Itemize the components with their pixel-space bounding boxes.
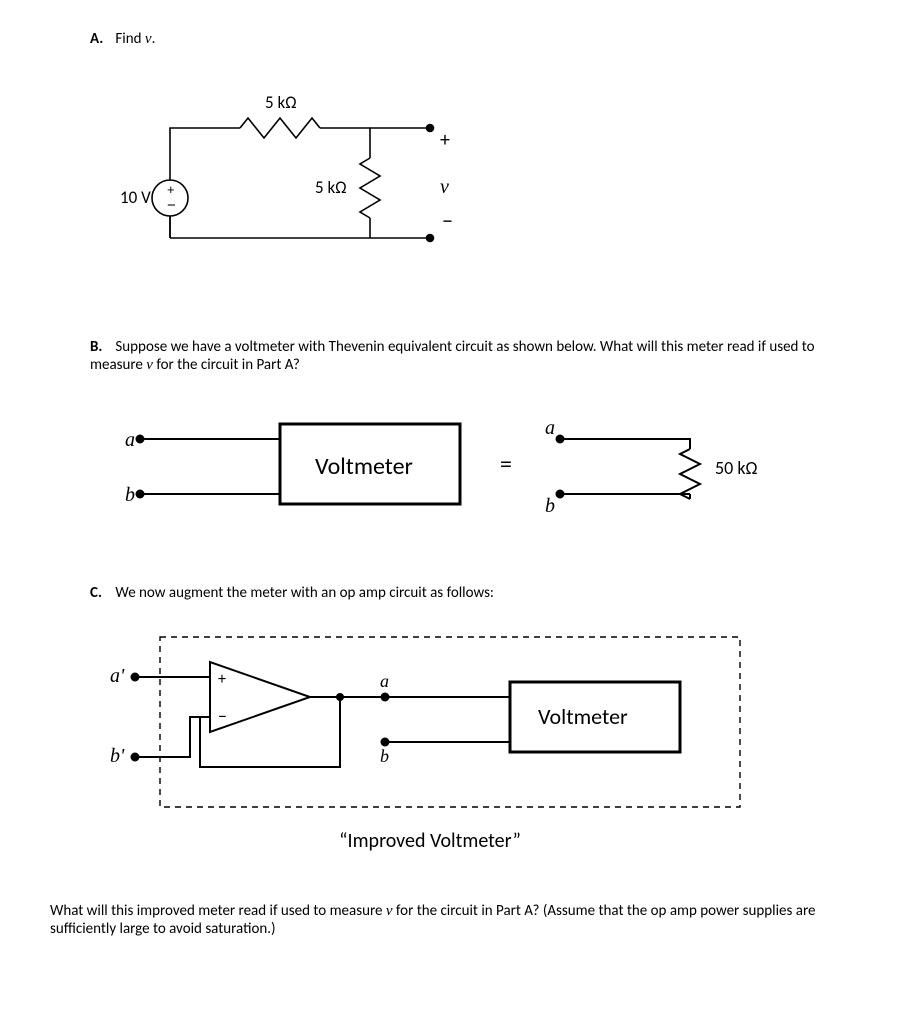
r-top-label: 5 kΩ — [265, 92, 296, 113]
svg-text:+: + — [167, 182, 175, 197]
part-c-text: We now augment the meter with an op amp … — [115, 584, 494, 602]
part-c-letter: C. — [90, 584, 112, 602]
c-a-label: a — [380, 671, 389, 691]
v-label: v — [440, 176, 449, 198]
part-b-letter: B. — [90, 338, 112, 356]
c-b-label: b — [380, 746, 389, 766]
b-right-a: a — [545, 417, 555, 439]
part-b-v: v — [146, 357, 153, 373]
plus-terminal: + — [440, 128, 450, 152]
part-a-text-prefix: Find — [115, 30, 145, 48]
part-a-text-suffix: . — [152, 30, 156, 48]
b-left-a: a — [125, 429, 135, 451]
part-b-prompt: B. Suppose we have a voltmeter with Thev… — [90, 338, 855, 374]
part-a-circuit: + − 10 V 5 kΩ 5 kΩ + − v — [110, 68, 855, 298]
b-left-b: b — [125, 484, 135, 506]
opamp-minus: − — [218, 705, 227, 727]
b-right-b: b — [545, 495, 555, 517]
part-b-text-2: for the circuit in Part A? — [153, 356, 300, 374]
source-label: 10 V — [120, 187, 151, 208]
part-a-var: v — [145, 31, 152, 47]
part-a-letter: A. — [90, 30, 112, 48]
a-prime-label: a' — [110, 665, 125, 687]
opamp-plus: + — [218, 670, 226, 689]
minus-terminal: − — [442, 207, 453, 234]
footer-v: v — [386, 903, 393, 919]
r-mid-label: 5 kΩ — [315, 177, 346, 198]
part-a-prompt: A. Find v. — [90, 30, 855, 48]
voltmeter-box-label: Voltmeter — [315, 452, 413, 481]
svg-text:−: − — [167, 197, 176, 214]
part-c-prompt: C. We now augment the meter with an op a… — [90, 584, 855, 602]
c-voltmeter-label: Voltmeter — [538, 703, 628, 730]
part-c-diagram: + − a' b' a b Voltmeter “Improved Voltme… — [90, 622, 855, 862]
part-b-diagram: a b Voltmeter = a b 50 kΩ — [90, 394, 855, 544]
part-c-footer: What will this improved meter read if us… — [50, 902, 845, 938]
equals-sign: = — [500, 450, 512, 479]
b-prime-label: b' — [110, 745, 125, 767]
footer-before: What will this improved meter read if us… — [50, 902, 386, 920]
thevenin-r-label: 50 kΩ — [715, 457, 757, 479]
improved-caption: “Improved Voltmeter” — [339, 829, 521, 853]
